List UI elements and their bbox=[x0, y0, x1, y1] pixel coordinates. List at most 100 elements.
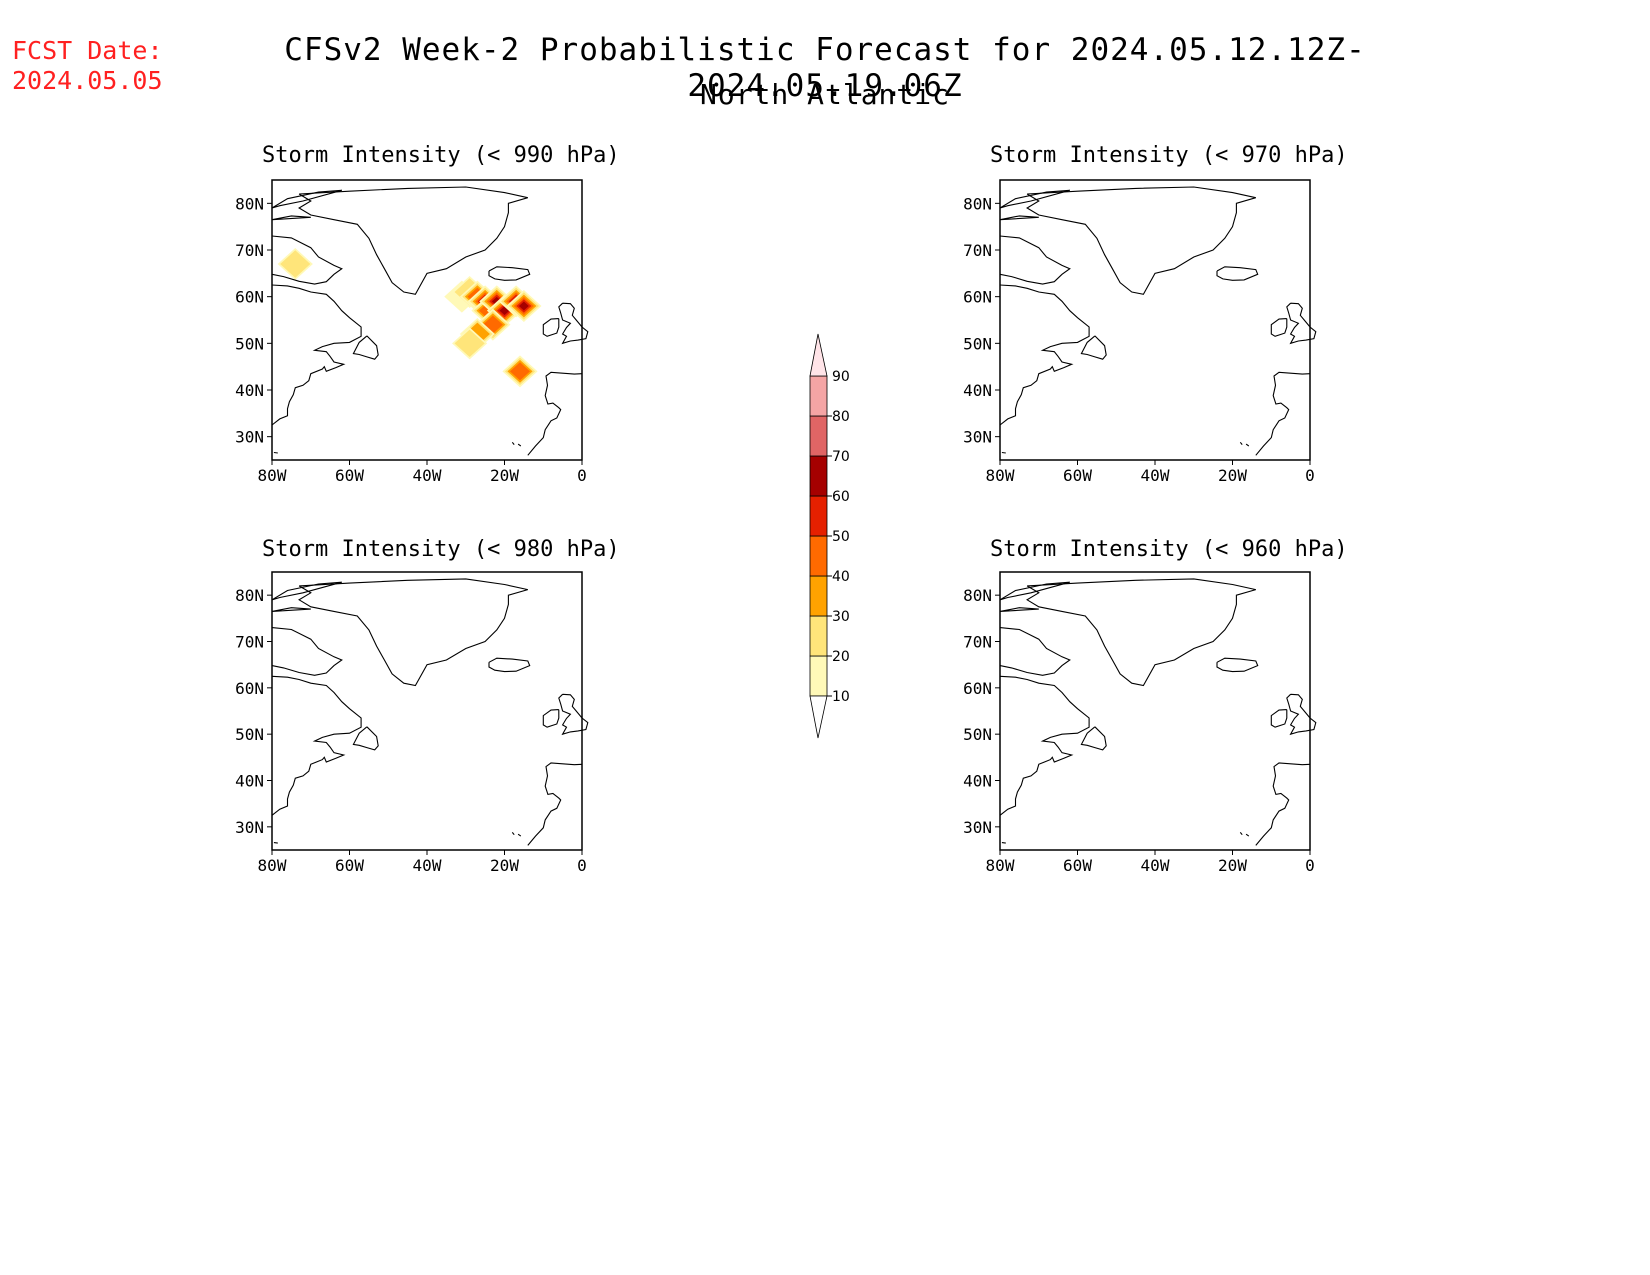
forecast-date-label: FCST Date: bbox=[12, 36, 163, 65]
lon-tick-label: 0 bbox=[1305, 856, 1315, 875]
coastline bbox=[1286, 693, 1317, 736]
probability-cell bbox=[454, 329, 485, 358]
coastline bbox=[1239, 441, 1243, 445]
lon-tick-label: 60W bbox=[335, 856, 364, 875]
lat-tick-label: 40N bbox=[235, 772, 264, 791]
map-frame bbox=[999, 179, 1311, 461]
coastline bbox=[999, 581, 1070, 601]
coastline bbox=[1080, 335, 1107, 360]
coastline bbox=[1080, 726, 1107, 751]
coastline bbox=[1001, 451, 1006, 454]
lat-tick-label: 70N bbox=[963, 241, 992, 260]
lat-tick-label: 50N bbox=[963, 725, 992, 744]
coastline bbox=[1255, 371, 1311, 456]
lon-tick-label: 20W bbox=[490, 466, 519, 485]
panel-title-980: Storm Intensity (< 980 hPa) bbox=[262, 537, 620, 562]
lat-tick-label: 80N bbox=[235, 194, 264, 213]
coastline bbox=[511, 441, 515, 445]
colorbar-segment bbox=[809, 615, 828, 657]
probability-cell bbox=[491, 296, 502, 306]
colorbar-label: 80 bbox=[832, 409, 850, 425]
colorbar-segment bbox=[809, 575, 828, 617]
lat-tick-label: 50N bbox=[235, 334, 264, 353]
coastline bbox=[271, 215, 311, 221]
lon-tick-label: 0 bbox=[1305, 466, 1315, 485]
colorbar-label: 10 bbox=[832, 689, 850, 705]
coastline bbox=[999, 235, 1071, 285]
lat-tick-label: 60N bbox=[235, 679, 264, 698]
coastline bbox=[1245, 833, 1250, 837]
lat-tick-label: 60N bbox=[235, 288, 264, 307]
lon-tick-label: 20W bbox=[1218, 466, 1247, 485]
lat-tick-label: 40N bbox=[963, 381, 992, 400]
colorbar-label: 50 bbox=[832, 529, 850, 545]
colorbar-label: 30 bbox=[832, 609, 850, 625]
coastline bbox=[271, 284, 362, 426]
colorbar-label: 20 bbox=[832, 649, 850, 665]
lon-tick-label: 60W bbox=[1063, 856, 1092, 875]
lat-tick-label: 30N bbox=[963, 428, 992, 447]
colorbar-label: 40 bbox=[832, 569, 850, 585]
coastline bbox=[999, 189, 1070, 209]
coastline bbox=[1216, 657, 1259, 673]
coastline bbox=[488, 266, 531, 281]
coastline bbox=[352, 335, 379, 360]
coastline bbox=[271, 189, 342, 209]
coastline bbox=[558, 302, 589, 345]
colorbar-segment bbox=[809, 655, 828, 697]
coastline bbox=[1026, 578, 1256, 687]
lon-tick-label: 80W bbox=[986, 466, 1015, 485]
panel-title-990: Storm Intensity (< 990 hPa) bbox=[262, 143, 620, 168]
map-970: 80N 70N 60N 50N 40N 30N 80W 60W 40W 20W 0 bbox=[963, 179, 1317, 485]
lat-tick-label: 80N bbox=[963, 194, 992, 213]
coastline bbox=[542, 709, 560, 728]
map-990: 80N 70N 60N 50N 40N 30N 80W 60W 40W 20W 0 bbox=[235, 179, 589, 485]
forecast-date-value: 2024.05.05 bbox=[12, 66, 163, 95]
coastline bbox=[273, 842, 278, 844]
coastline bbox=[271, 235, 343, 285]
panel-title-970: Storm Intensity (< 970 hPa) bbox=[990, 143, 1348, 168]
colorbar: 10 20 30 40 50 60 70 80 90 bbox=[809, 333, 850, 739]
coastline bbox=[1270, 709, 1288, 728]
colorbar-segment bbox=[809, 415, 828, 457]
lat-tick-label: 80N bbox=[963, 586, 992, 605]
lat-tick-label: 40N bbox=[235, 381, 264, 400]
colorbar-segment bbox=[809, 535, 828, 577]
coastline bbox=[1245, 443, 1250, 447]
colorbar-segment bbox=[809, 375, 828, 417]
lon-tick-label: 20W bbox=[1218, 856, 1247, 875]
lat-tick-label: 70N bbox=[235, 241, 264, 260]
lon-tick-label: 0 bbox=[577, 856, 587, 875]
lat-tick-label: 30N bbox=[235, 428, 264, 447]
page-title: CFSv2 Week-2 Probabilistic Forecast for … bbox=[284, 32, 1366, 104]
panel-title-960: Storm Intensity (< 960 hPa) bbox=[990, 537, 1348, 562]
probability-cell bbox=[280, 250, 311, 278]
coastline bbox=[271, 581, 342, 601]
lat-tick-label: 30N bbox=[963, 818, 992, 837]
lat-tick-label: 50N bbox=[963, 334, 992, 353]
coastline bbox=[352, 726, 379, 751]
coastline bbox=[271, 607, 311, 612]
coastline bbox=[1255, 762, 1311, 846]
lon-tick-label: 80W bbox=[986, 856, 1015, 875]
coastline bbox=[298, 578, 528, 687]
lat-tick-label: 70N bbox=[235, 633, 264, 652]
coastline bbox=[1001, 842, 1006, 844]
coastline bbox=[298, 186, 528, 295]
lat-tick-label: 80N bbox=[235, 586, 264, 605]
coastline bbox=[542, 318, 560, 337]
coastline bbox=[273, 451, 278, 454]
coastline bbox=[1239, 832, 1243, 836]
map-960: 80N 70N 60N 50N 40N 30N 80W 60W 40W 20W 0 bbox=[963, 571, 1317, 875]
colorbar-label: 60 bbox=[832, 489, 850, 505]
coastline bbox=[517, 833, 522, 837]
map-frame bbox=[999, 571, 1311, 851]
coastline bbox=[1286, 302, 1317, 345]
lat-tick-label: 40N bbox=[963, 772, 992, 791]
coastline bbox=[488, 657, 531, 673]
coastline bbox=[527, 762, 583, 846]
map-frame bbox=[271, 179, 583, 461]
colorbar-segment bbox=[809, 455, 828, 497]
coastline bbox=[271, 675, 362, 816]
colorbar-label: 90 bbox=[832, 369, 850, 385]
